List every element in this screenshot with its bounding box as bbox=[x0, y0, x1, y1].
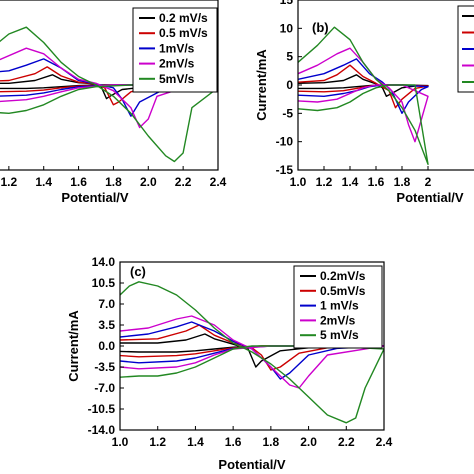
x-tick-label: 2.4 bbox=[376, 435, 393, 449]
series-line-c-0 bbox=[120, 333, 384, 368]
x-tick-label: 1.4 bbox=[187, 435, 204, 449]
y-tick-label: 10.5 bbox=[92, 276, 116, 290]
series-line-b-0 bbox=[298, 74, 429, 98]
y-axis-label: Current/mA bbox=[254, 49, 269, 121]
legend-entry: 5mV/s bbox=[159, 72, 195, 86]
x-tick-label: 1.0 bbox=[290, 175, 307, 189]
legend-entry: 1 mV/s bbox=[320, 299, 359, 313]
panel-c: 1.0 1.2 1.4 1.6 1.8 2.0 2.2 2.4 14.0 10.5 7.0 3.5 0.… bbox=[66, 255, 393, 472]
x-tick-label: 1.4 bbox=[35, 175, 52, 189]
series-line-b-3 bbox=[298, 47, 429, 143]
series-line-c-2 bbox=[120, 321, 384, 380]
y-tick-label: 15 bbox=[280, 0, 294, 7]
x-tick-label: 1.6 bbox=[368, 175, 385, 189]
x-tick-label: 2.4 bbox=[210, 175, 227, 189]
legend-entry: 0.5mV/s bbox=[320, 284, 366, 298]
x-tick-label: 1.8 bbox=[394, 175, 411, 189]
legend-entry: 1mV/s bbox=[159, 41, 195, 55]
x-tick-label: 2.2 bbox=[338, 435, 355, 449]
y-tick-label: 14.0 bbox=[92, 255, 116, 269]
series-line-a-1 bbox=[0, 66, 218, 106]
series-line-b-4 bbox=[298, 26, 429, 166]
x-axis-label: Potential/V bbox=[218, 457, 286, 472]
y-tick-label: -7.0 bbox=[94, 381, 115, 395]
panel-label: (b) bbox=[312, 20, 329, 35]
x-axis-label: Potential/V bbox=[396, 190, 464, 205]
series-group bbox=[0, 26, 218, 163]
panel-b: 1.0 1.2 1.4 1.6 1.8 2 15 10 5 0 -5 -10 -15 Potential/… bbox=[254, 0, 474, 205]
legend-entry: 2mV/s bbox=[320, 313, 356, 327]
x-tick-label: 1.8 bbox=[105, 175, 122, 189]
y-tick-label: -3.5 bbox=[94, 360, 115, 374]
y-tick-label: -15 bbox=[276, 163, 294, 177]
plot-frame bbox=[0, 0, 219, 171]
x-tick-label: 1.2 bbox=[1, 175, 18, 189]
x-tick-label: 2.2 bbox=[175, 175, 192, 189]
x-tick-label: 1.6 bbox=[70, 175, 87, 189]
series-line-a-2 bbox=[0, 58, 218, 117]
x-tick-label: 2.0 bbox=[300, 435, 317, 449]
y-tick-label: -10 bbox=[276, 135, 294, 149]
x-tick-label: 1.4 bbox=[342, 175, 359, 189]
legend-entry: 0.2mV/s bbox=[320, 269, 366, 283]
legend-entry: 5 mV/s bbox=[320, 328, 359, 342]
y-tick-label: -14.0 bbox=[88, 423, 116, 437]
y-tick-label: -5 bbox=[282, 106, 293, 120]
x-tick-label: 1.6 bbox=[225, 435, 242, 449]
legend-entry: 2mV/s bbox=[159, 57, 195, 71]
x-tick-label: 1.2 bbox=[316, 175, 333, 189]
series-group bbox=[120, 281, 384, 424]
legend-cropped bbox=[457, 5, 474, 93]
y-tick-label: 7.0 bbox=[98, 297, 115, 311]
legend-entry: 0.5 mV/s bbox=[159, 26, 208, 40]
y-tick-label: 3.5 bbox=[98, 318, 115, 332]
legend-entry: 0.2 mV/s bbox=[159, 11, 208, 25]
series-line-c-1 bbox=[120, 324, 384, 371]
series-line-a-0 bbox=[0, 74, 218, 100]
y-tick-label: 5 bbox=[286, 50, 293, 64]
series-line-c-4 bbox=[120, 281, 384, 424]
series-line-a-3 bbox=[0, 47, 218, 129]
panel-a: 1.2 1.4 1.6 1.8 2.0 2.2 2.4 Potential/V 0.2 mV/s… bbox=[0, 0, 227, 205]
x-tick-label: 2.0 bbox=[140, 175, 157, 189]
x-tick-label: 1.0 bbox=[112, 435, 129, 449]
series-line-a-4 bbox=[0, 26, 218, 163]
series-line-c-3 bbox=[120, 315, 384, 389]
y-tick-label: 10 bbox=[280, 21, 294, 35]
series-line-b-1 bbox=[298, 64, 429, 109]
y-tick-label: 0 bbox=[286, 78, 293, 92]
x-tick-label: 1.2 bbox=[149, 435, 166, 449]
y-tick-label: 0.0 bbox=[98, 339, 115, 353]
series-group bbox=[298, 26, 429, 166]
x-axis-label: Potential/V bbox=[61, 190, 129, 205]
y-tick-label: -10.5 bbox=[88, 402, 116, 416]
y-axis-label: Current/mA bbox=[66, 310, 81, 382]
x-tick-label: 1.8 bbox=[263, 435, 280, 449]
panel-label: (c) bbox=[130, 264, 146, 279]
x-tick-label: 2 bbox=[425, 175, 432, 189]
